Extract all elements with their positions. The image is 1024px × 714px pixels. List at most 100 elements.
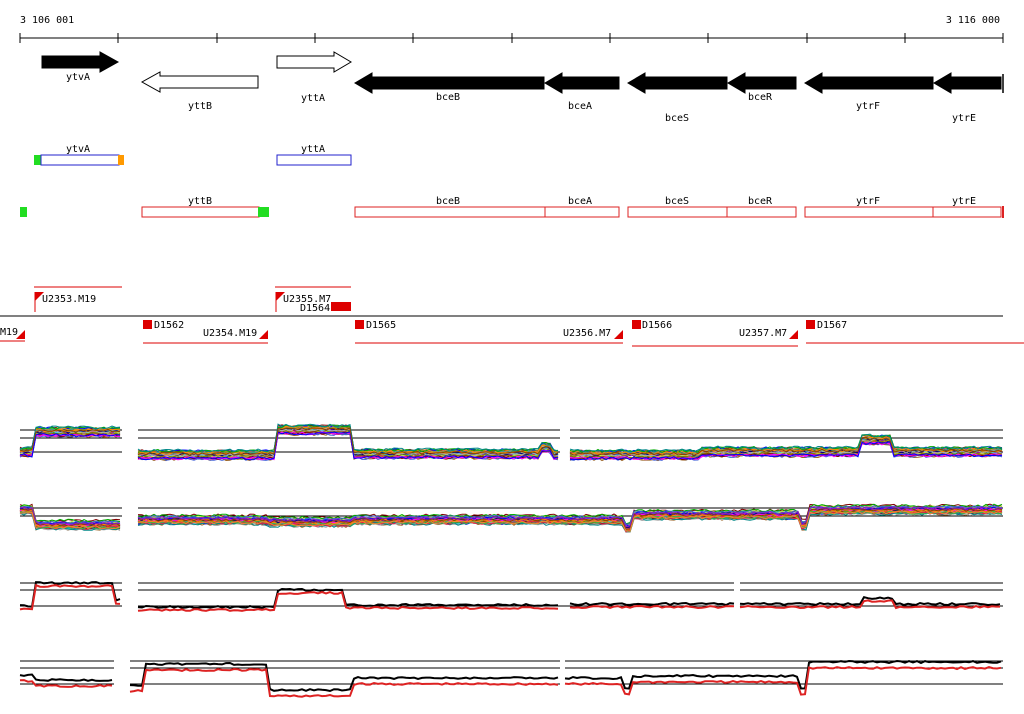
minus-transcript-label-ytrF: ytrF <box>856 196 880 207</box>
gene-arrow-bceR[interactable] <box>727 72 797 94</box>
ruler-end-label: 3 116 000 <box>946 15 1000 26</box>
segment-label-D1565[interactable]: D1565 <box>366 320 396 331</box>
minus-transcript-ytrE[interactable] <box>932 206 1002 218</box>
gene-label-yttB: yttB <box>188 101 212 112</box>
segment-label-D1567[interactable]: D1567 <box>817 320 847 331</box>
minus-transcript-label-bceB: bceB <box>436 196 460 207</box>
expression-summary-line <box>739 596 1001 607</box>
expression-profile-line <box>569 433 1003 453</box>
expression-profile-line <box>19 508 121 527</box>
expression-profile-line <box>19 506 121 526</box>
segment-label-M19[interactable]: M19 <box>0 327 18 338</box>
segment-track: U2353.M19 U2355.M7 D1564 M19 D1562 U2354… <box>0 286 1024 347</box>
coordinate-ruler: 3 106 001 3 116 000 <box>19 15 1004 43</box>
segment-marker <box>331 302 351 311</box>
gene-label-bceA: bceA <box>568 101 592 112</box>
segment-label-U2355-M7[interactable]: U2355.M7 <box>283 294 331 305</box>
expression-profile-line <box>19 428 121 452</box>
segment-label-U2354-M19[interactable]: U2354.M19 <box>203 328 257 339</box>
transcript-end-marker <box>118 155 124 165</box>
segment-label-D1564[interactable]: D1564 <box>300 303 330 314</box>
expression-summary-minus-strand <box>19 659 1003 698</box>
segment-label-U2356-M7[interactable]: U2356.M7 <box>563 328 611 339</box>
expression-profile-line <box>569 441 1003 461</box>
segment-label-U2357-M7[interactable]: U2357.M7 <box>739 328 787 339</box>
minus-transcript-label-bceS: bceS <box>665 196 689 207</box>
minus-transcript-bceA[interactable] <box>544 206 620 218</box>
expression-summary-plus-strand <box>19 581 1003 612</box>
gene-label-ytvA: ytvA <box>66 72 90 83</box>
gene-label-bceS: bceS <box>665 113 689 124</box>
gene-arrow-bceA[interactable] <box>544 72 620 94</box>
segment-marker <box>632 320 641 329</box>
expression-profile-line <box>569 436 1003 456</box>
gene-label-yttA: yttA <box>301 93 325 104</box>
expression-profile-line <box>19 433 121 458</box>
segment-end-flag <box>789 330 798 339</box>
expression-profile-line <box>137 429 559 459</box>
expression-profile-line <box>19 425 121 450</box>
plus-transcript-label-yttA: yttA <box>301 144 325 155</box>
expression-profile-line <box>137 510 1003 532</box>
expression-summary-line <box>19 581 121 608</box>
expression-profile-line <box>137 423 559 453</box>
plus-transcript-ytvA[interactable] <box>40 154 120 166</box>
segment-end-flag <box>259 330 268 339</box>
gene-arrow-ytvA[interactable] <box>41 51 120 73</box>
minus-transcript-label-bceA: bceA <box>568 196 592 207</box>
segment-end-flag <box>16 330 25 339</box>
plus-transcript-yttA[interactable] <box>276 154 352 166</box>
transcript-start-marker <box>34 155 41 165</box>
transcript-start-marker <box>20 207 27 217</box>
expression-profile-line <box>138 507 1003 530</box>
gene-label-ytrF: ytrF <box>856 101 880 112</box>
gene-arrow-ytrF[interactable] <box>804 72 934 94</box>
expression-profile-line <box>19 511 121 530</box>
expression-summary-line <box>19 679 113 688</box>
expression-summary-line <box>19 583 121 611</box>
minus-transcript-label-yttB: yttB <box>188 196 212 207</box>
segment-marker <box>143 320 152 329</box>
gene-arrow-bceB[interactable] <box>354 72 545 94</box>
gene-arrow-yttA[interactable] <box>276 51 352 73</box>
gene-label-bceR: bceR <box>748 92 773 103</box>
segment-start-flag <box>276 292 285 301</box>
gene-arrow-yttB[interactable] <box>140 71 259 93</box>
segment-label-U2353-M19[interactable]: U2353.M19 <box>42 294 96 305</box>
expression-summary-line <box>739 599 1000 610</box>
segment-label-D1562[interactable]: D1562 <box>154 320 184 331</box>
segment-start-flag <box>35 292 44 301</box>
expression-profile-line <box>137 427 559 456</box>
ruler-start-label: 3 106 001 <box>20 15 74 26</box>
gene-track: ytvA yttB yttA bceB bceA bceS bceR ytrF … <box>41 51 1004 124</box>
minus-transcript-bceB[interactable] <box>354 206 546 218</box>
minus-transcript-ytrF[interactable] <box>804 206 934 218</box>
expression-profile-line <box>137 503 1003 525</box>
expression-profile-line <box>137 508 1003 531</box>
gene-label-ytrE: ytrE <box>952 113 976 124</box>
expression-summary-line <box>137 587 559 610</box>
gene-arrow-ytrE[interactable] <box>933 72 1002 94</box>
minus-transcript-yttB[interactable] <box>141 206 260 218</box>
segment-marker <box>355 320 364 329</box>
expression-profile-line <box>137 506 1003 528</box>
minus-transcript-bceR[interactable] <box>726 206 797 218</box>
expression-profile-line <box>569 434 1003 453</box>
plus-strand-transcripts: ytvA yttA <box>34 144 352 166</box>
segment-label-D1566[interactable]: D1566 <box>642 320 672 331</box>
minus-transcript-label-ytrE: ytrE <box>952 196 976 207</box>
expression-panel-plus-strand <box>19 423 1003 462</box>
expression-profile-line <box>137 431 559 461</box>
segment-marker <box>806 320 815 329</box>
minus-transcript-bceS[interactable] <box>627 206 728 218</box>
segment-end-flag <box>614 330 623 339</box>
expression-profile-line <box>19 506 121 525</box>
expression-summary-line <box>137 590 559 612</box>
expression-profile-line <box>569 441 1003 461</box>
gene-arrow-bceS[interactable] <box>627 72 728 94</box>
expression-profile-line <box>19 511 121 531</box>
minus-transcript-label-bceR: bceR <box>748 196 773 207</box>
expression-profile-line <box>137 431 559 461</box>
expression-profile-line <box>137 505 1003 525</box>
